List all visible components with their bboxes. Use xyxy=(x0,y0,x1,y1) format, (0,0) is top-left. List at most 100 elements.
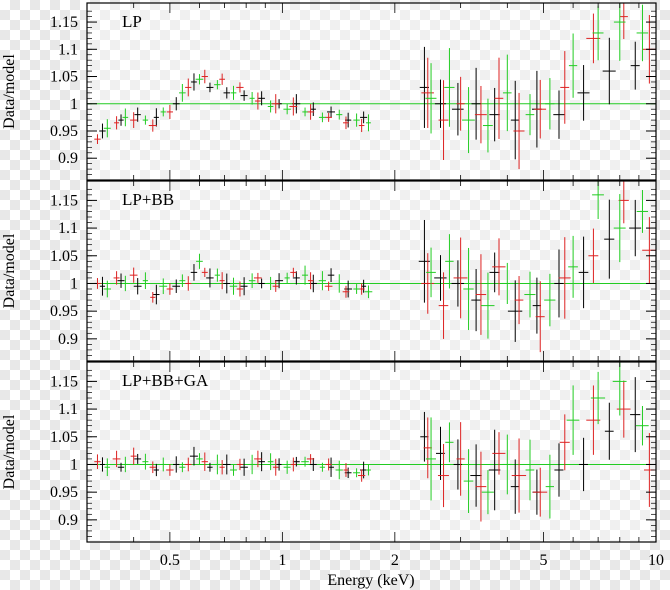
data-point xyxy=(630,41,640,90)
data-point xyxy=(510,80,520,160)
data-point xyxy=(134,107,141,122)
data-point xyxy=(121,456,129,473)
data-point xyxy=(619,3,628,40)
y-axis-label: Data/model xyxy=(1,414,18,489)
data-point xyxy=(142,453,149,470)
data-point xyxy=(153,108,159,127)
data-point xyxy=(592,5,604,61)
data-point xyxy=(463,449,474,513)
y-tick-label: 0.9 xyxy=(58,150,78,167)
y-axis-label: Data/model xyxy=(1,54,18,129)
data-point xyxy=(366,114,371,132)
data-point xyxy=(195,74,204,85)
data-point xyxy=(602,37,616,105)
data-point xyxy=(117,273,125,288)
data-point xyxy=(214,80,221,90)
data-point xyxy=(249,92,255,105)
data-point xyxy=(525,94,535,136)
panel-label: LP+BB xyxy=(122,190,174,209)
x-tick-label: 1 xyxy=(278,552,286,569)
data-point xyxy=(172,97,180,111)
data-point xyxy=(524,271,536,318)
x-tick-label: 2 xyxy=(391,552,399,569)
x-axis-label: Energy (keV) xyxy=(327,572,414,589)
data-point xyxy=(336,109,343,120)
data-point xyxy=(488,429,501,511)
data-point xyxy=(290,267,297,277)
data-point xyxy=(544,273,556,327)
data-point xyxy=(309,457,317,471)
data-point xyxy=(325,112,332,122)
data-point xyxy=(604,199,615,279)
data-point xyxy=(104,458,110,477)
data-point xyxy=(501,262,514,305)
data-point xyxy=(258,452,265,472)
data-point xyxy=(579,437,588,492)
data-point xyxy=(471,67,481,140)
data-point xyxy=(358,119,365,133)
data-point xyxy=(219,460,225,475)
data-point xyxy=(425,63,437,134)
y-tick-label: 0.9 xyxy=(58,331,78,348)
panel-label: LP xyxy=(122,12,142,31)
data-point xyxy=(514,276,524,325)
data-point xyxy=(630,377,641,453)
data-point xyxy=(99,123,106,139)
data-point xyxy=(236,82,244,93)
data-point xyxy=(201,69,208,84)
data-point xyxy=(423,417,432,479)
y-tick-label: 0.95 xyxy=(50,303,78,320)
data-point xyxy=(554,443,564,497)
data-point xyxy=(453,237,468,319)
data-point xyxy=(179,274,186,287)
data-point xyxy=(301,265,309,285)
y-tick-label: 1.1 xyxy=(58,401,78,418)
plot-area xyxy=(87,181,656,361)
data-point xyxy=(604,402,614,460)
data-point xyxy=(353,113,360,127)
data-point xyxy=(236,281,244,297)
data-point xyxy=(438,80,449,160)
data-point xyxy=(636,4,649,62)
data-point xyxy=(153,284,160,305)
data-point xyxy=(482,98,493,153)
y-axis-label: Data/model xyxy=(1,233,18,308)
data-point xyxy=(99,276,106,296)
data-point xyxy=(481,470,494,515)
data-point xyxy=(560,51,570,124)
data-point xyxy=(179,462,186,473)
data-point xyxy=(306,104,315,120)
data-point xyxy=(456,422,465,496)
data-point xyxy=(489,87,500,142)
data-point xyxy=(190,264,198,281)
y-tick-label: 1.15 xyxy=(50,14,78,31)
y-tick-label: 1.15 xyxy=(50,373,78,390)
data-point xyxy=(222,454,231,475)
data-point xyxy=(613,3,626,61)
data-point xyxy=(100,457,105,472)
data-point xyxy=(249,454,255,475)
data-point xyxy=(189,446,198,466)
data-point xyxy=(577,65,590,121)
data-point xyxy=(191,73,197,91)
data-point xyxy=(445,422,454,463)
data-point xyxy=(196,253,203,269)
plot-area xyxy=(87,362,656,542)
data-point xyxy=(336,274,343,293)
data-point xyxy=(114,116,120,130)
data-point xyxy=(513,92,525,170)
data-point xyxy=(533,467,548,517)
y-tick-label: 1 xyxy=(70,456,78,473)
data-point xyxy=(267,276,274,291)
data-point xyxy=(240,277,248,296)
data-point xyxy=(130,447,137,465)
data-point xyxy=(327,106,335,118)
data-series xyxy=(93,181,656,353)
data-point xyxy=(254,450,262,468)
data-point xyxy=(629,199,642,257)
y-tick-label: 0.95 xyxy=(50,484,78,501)
data-point xyxy=(258,91,265,106)
data-series xyxy=(103,181,649,339)
data-point xyxy=(421,57,434,128)
